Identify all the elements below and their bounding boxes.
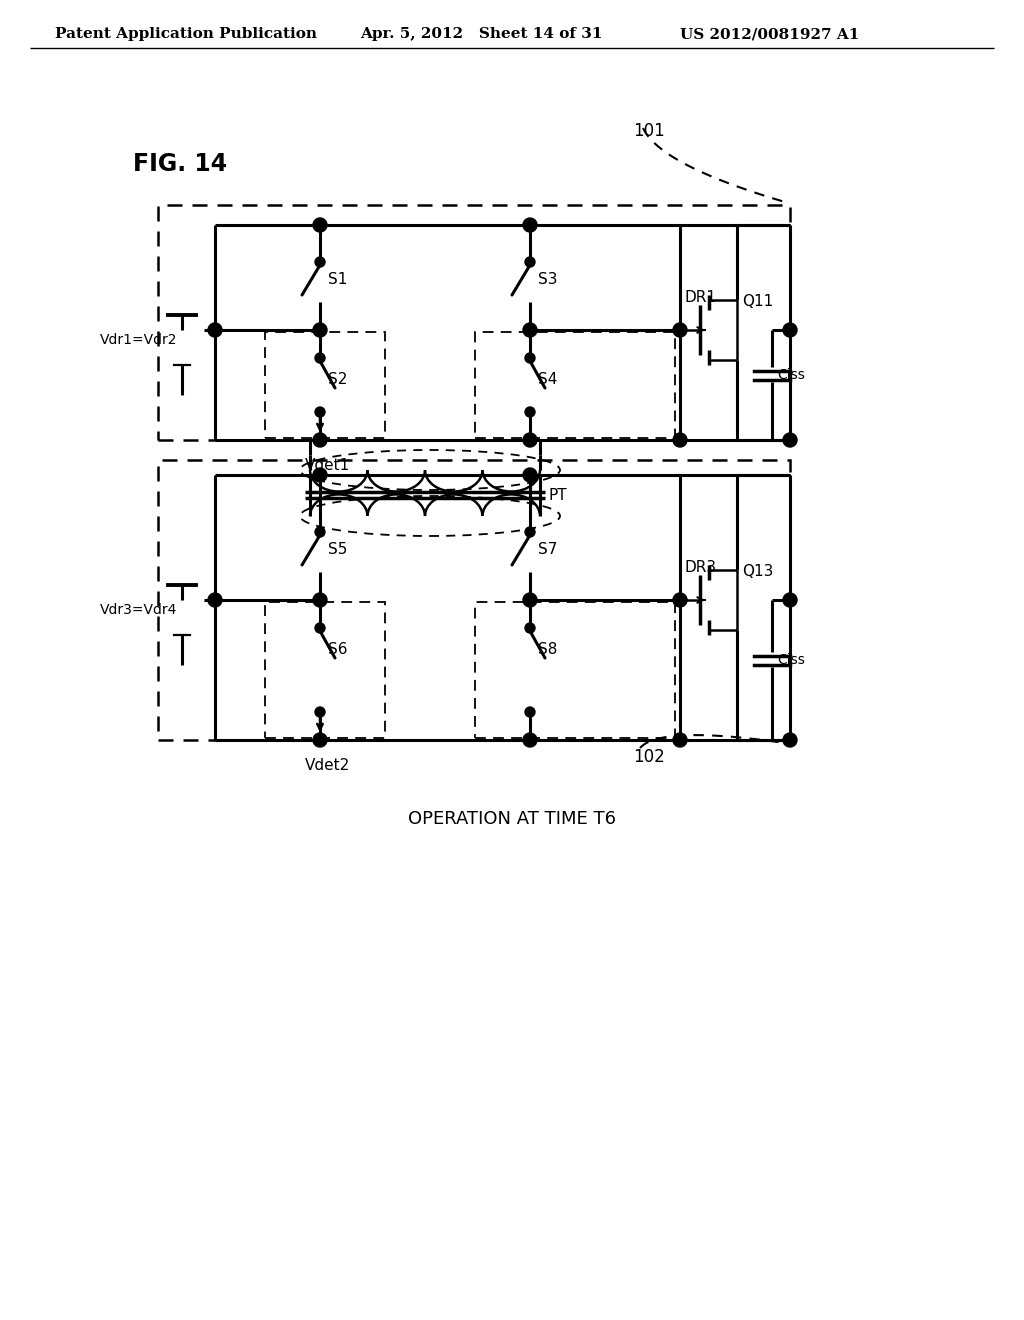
Circle shape bbox=[673, 323, 687, 337]
Text: 101: 101 bbox=[633, 121, 665, 140]
Text: S7: S7 bbox=[538, 543, 557, 557]
Text: Ciss: Ciss bbox=[777, 368, 805, 381]
Circle shape bbox=[315, 407, 325, 417]
Circle shape bbox=[313, 433, 327, 447]
Circle shape bbox=[523, 733, 537, 747]
Text: FIG. 14: FIG. 14 bbox=[133, 152, 227, 176]
Circle shape bbox=[525, 623, 535, 634]
Text: Q11: Q11 bbox=[742, 294, 773, 309]
Bar bbox=[265, 333, 385, 438]
Circle shape bbox=[523, 469, 537, 482]
Text: Vdet1: Vdet1 bbox=[305, 458, 350, 473]
Bar bbox=[158, 459, 790, 741]
Text: Vdr3=Vdr4: Vdr3=Vdr4 bbox=[100, 603, 177, 616]
Circle shape bbox=[783, 593, 797, 607]
Text: 102: 102 bbox=[633, 748, 665, 766]
Circle shape bbox=[525, 407, 535, 417]
Circle shape bbox=[523, 593, 537, 607]
Circle shape bbox=[313, 218, 327, 232]
Circle shape bbox=[673, 593, 687, 607]
Circle shape bbox=[208, 593, 222, 607]
Text: Vdet2: Vdet2 bbox=[305, 758, 350, 774]
Circle shape bbox=[525, 708, 535, 717]
Text: S8: S8 bbox=[538, 643, 557, 657]
Text: S2: S2 bbox=[328, 372, 347, 388]
Text: Q13: Q13 bbox=[742, 565, 773, 579]
Circle shape bbox=[673, 733, 687, 747]
Circle shape bbox=[783, 323, 797, 337]
Circle shape bbox=[523, 218, 537, 232]
Circle shape bbox=[523, 433, 537, 447]
Text: S1: S1 bbox=[328, 272, 347, 288]
Text: DR3: DR3 bbox=[685, 561, 717, 576]
Circle shape bbox=[315, 352, 325, 363]
Circle shape bbox=[313, 593, 327, 607]
Circle shape bbox=[315, 257, 325, 267]
Text: S5: S5 bbox=[328, 543, 347, 557]
Circle shape bbox=[783, 433, 797, 447]
Text: S6: S6 bbox=[328, 643, 347, 657]
Circle shape bbox=[673, 433, 687, 447]
Circle shape bbox=[315, 708, 325, 717]
Text: PT: PT bbox=[548, 488, 566, 503]
Circle shape bbox=[313, 469, 327, 482]
Circle shape bbox=[313, 733, 327, 747]
Text: OPERATION AT TIME T6: OPERATION AT TIME T6 bbox=[408, 810, 616, 828]
Circle shape bbox=[315, 527, 325, 537]
Text: Patent Application Publication: Patent Application Publication bbox=[55, 26, 317, 41]
Circle shape bbox=[783, 733, 797, 747]
Bar bbox=[158, 205, 790, 440]
Text: S3: S3 bbox=[538, 272, 557, 288]
Circle shape bbox=[313, 323, 327, 337]
Circle shape bbox=[523, 323, 537, 337]
Circle shape bbox=[525, 257, 535, 267]
Text: Apr. 5, 2012   Sheet 14 of 31: Apr. 5, 2012 Sheet 14 of 31 bbox=[360, 26, 602, 41]
Bar bbox=[475, 602, 675, 738]
Circle shape bbox=[208, 323, 222, 337]
Circle shape bbox=[525, 527, 535, 537]
Text: S4: S4 bbox=[538, 372, 557, 388]
Circle shape bbox=[315, 623, 325, 634]
Bar bbox=[475, 333, 675, 438]
Bar bbox=[265, 602, 385, 738]
Text: US 2012/0081927 A1: US 2012/0081927 A1 bbox=[680, 26, 859, 41]
Text: DR1: DR1 bbox=[685, 290, 717, 305]
Text: Vdr1=Vdr2: Vdr1=Vdr2 bbox=[100, 333, 177, 347]
Circle shape bbox=[525, 352, 535, 363]
Text: Ciss: Ciss bbox=[777, 653, 805, 667]
